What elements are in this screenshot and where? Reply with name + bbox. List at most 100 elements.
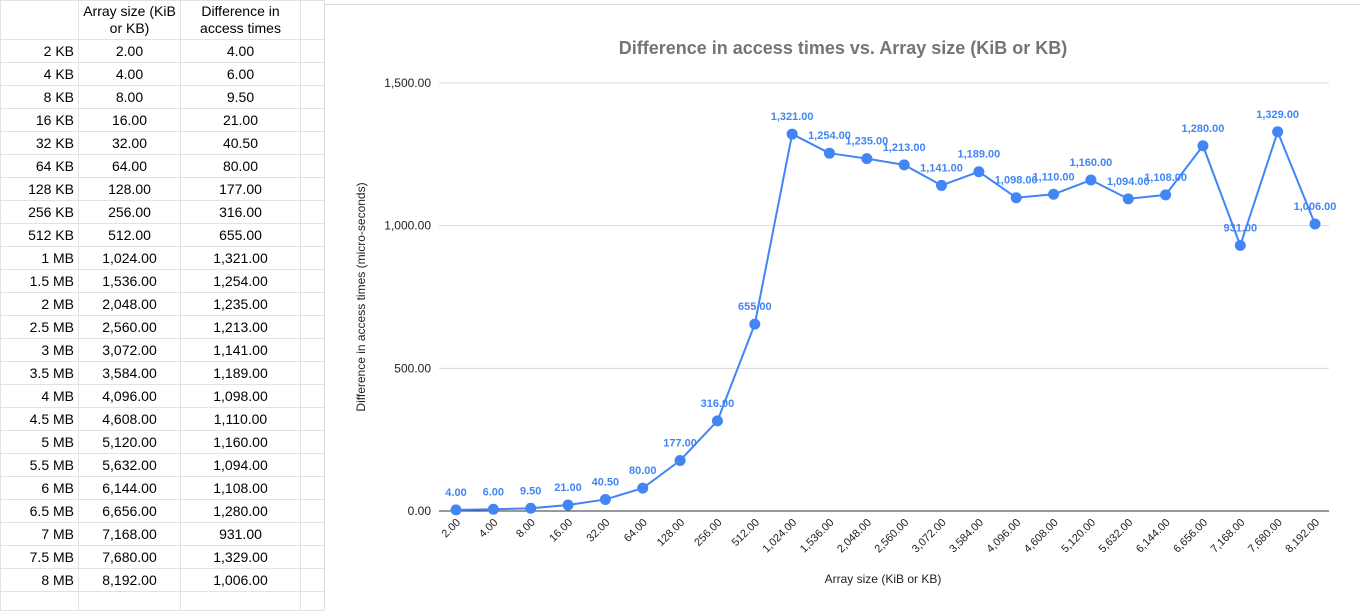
empty-cell[interactable] (300, 591, 325, 611)
array-size-cell[interactable]: 4.00 (78, 62, 181, 86)
size-label-cell[interactable]: 128 KB (0, 177, 79, 201)
difference-cell[interactable]: 4.00 (180, 39, 301, 63)
array-size-cell[interactable]: 3,584.00 (78, 361, 181, 385)
difference-cell[interactable]: 316.00 (180, 200, 301, 224)
difference-cell[interactable]: 177.00 (180, 177, 301, 201)
empty-cell[interactable] (300, 453, 325, 477)
difference-cell[interactable]: 1,280.00 (180, 499, 301, 523)
empty-cell[interactable] (300, 246, 325, 270)
empty-cell[interactable] (300, 39, 325, 63)
empty-cell[interactable] (0, 591, 79, 611)
array-size-cell[interactable]: 8,192.00 (78, 568, 181, 592)
array-size-cell[interactable]: 1,536.00 (78, 269, 181, 293)
empty-cell[interactable] (78, 591, 181, 611)
difference-cell[interactable]: 6.00 (180, 62, 301, 86)
array-size-cell[interactable]: 2,560.00 (78, 315, 181, 339)
empty-cell[interactable] (300, 131, 325, 155)
empty-cell[interactable] (300, 338, 325, 362)
difference-cell[interactable]: 1,213.00 (180, 315, 301, 339)
array-size-cell[interactable]: 5,120.00 (78, 430, 181, 454)
difference-header[interactable]: Difference in access times (180, 0, 301, 40)
difference-cell[interactable]: 1,094.00 (180, 453, 301, 477)
difference-cell[interactable]: 655.00 (180, 223, 301, 247)
difference-cell[interactable]: 1,006.00 (180, 568, 301, 592)
array-size-cell[interactable]: 4,096.00 (78, 384, 181, 408)
size-label-cell[interactable]: 512 KB (0, 223, 79, 247)
empty-cell[interactable] (300, 154, 325, 178)
array-size-cell[interactable]: 2,048.00 (78, 292, 181, 316)
size-label-cell[interactable]: 3 MB (0, 338, 79, 362)
size-label-cell[interactable]: 2 KB (0, 39, 79, 63)
difference-cell[interactable]: 1,189.00 (180, 361, 301, 385)
difference-cell[interactable]: 1,098.00 (180, 384, 301, 408)
difference-cell[interactable]: 1,108.00 (180, 476, 301, 500)
size-label-cell[interactable]: 64 KB (0, 154, 79, 178)
size-label-cell[interactable]: 7 MB (0, 522, 79, 546)
size-label-cell[interactable]: 1.5 MB (0, 269, 79, 293)
difference-cell[interactable]: 40.50 (180, 131, 301, 155)
difference-cell[interactable]: 1,321.00 (180, 246, 301, 270)
array-size-header[interactable]: Array size (KiB or KB) (78, 0, 181, 40)
size-label-cell[interactable]: 4.5 MB (0, 407, 79, 431)
difference-cell[interactable]: 1,254.00 (180, 269, 301, 293)
array-size-cell[interactable]: 8.00 (78, 85, 181, 109)
array-size-cell[interactable]: 256.00 (78, 200, 181, 224)
array-size-cell[interactable]: 4,608.00 (78, 407, 181, 431)
empty-cell[interactable] (300, 85, 325, 109)
size-label-cell[interactable]: 4 MB (0, 384, 79, 408)
size-label-cell[interactable]: 2.5 MB (0, 315, 79, 339)
size-label-cell[interactable]: 16 KB (0, 108, 79, 132)
empty-cell[interactable] (300, 108, 325, 132)
empty-cell[interactable] (180, 591, 301, 611)
size-label-cell[interactable]: 7.5 MB (0, 545, 79, 569)
size-label-cell[interactable]: 6 MB (0, 476, 79, 500)
empty-cell[interactable] (300, 315, 325, 339)
array-size-cell[interactable]: 16.00 (78, 108, 181, 132)
array-size-cell[interactable]: 512.00 (78, 223, 181, 247)
difference-cell[interactable]: 21.00 (180, 108, 301, 132)
empty-cell[interactable] (300, 522, 325, 546)
difference-cell[interactable]: 9.50 (180, 85, 301, 109)
size-label-cell[interactable]: 5 MB (0, 430, 79, 454)
array-size-cell[interactable]: 3,072.00 (78, 338, 181, 362)
array-size-cell[interactable]: 64.00 (78, 154, 181, 178)
size-label-cell[interactable]: 1 MB (0, 246, 79, 270)
size-label-cell[interactable]: 32 KB (0, 131, 79, 155)
array-size-cell[interactable]: 6,144.00 (78, 476, 181, 500)
difference-cell[interactable]: 1,235.00 (180, 292, 301, 316)
array-size-cell[interactable]: 7,168.00 (78, 522, 181, 546)
empty-cell[interactable] (300, 177, 325, 201)
array-size-cell[interactable]: 1,024.00 (78, 246, 181, 270)
array-size-cell[interactable]: 5,632.00 (78, 453, 181, 477)
empty-cell[interactable] (300, 430, 325, 454)
empty-cell[interactable] (300, 200, 325, 224)
empty-cell[interactable] (300, 361, 325, 385)
size-label-cell[interactable]: 3.5 MB (0, 361, 79, 385)
array-size-cell[interactable]: 32.00 (78, 131, 181, 155)
array-size-cell[interactable]: 6,656.00 (78, 499, 181, 523)
size-label-cell[interactable]: 5.5 MB (0, 453, 79, 477)
empty-cell[interactable] (300, 476, 325, 500)
empty-cell[interactable] (300, 0, 325, 40)
difference-cell[interactable]: 80.00 (180, 154, 301, 178)
difference-cell[interactable]: 1,160.00 (180, 430, 301, 454)
size-label-cell[interactable]: 256 KB (0, 200, 79, 224)
size-label-cell[interactable]: 6.5 MB (0, 499, 79, 523)
empty-cell[interactable] (300, 545, 325, 569)
array-size-cell[interactable]: 2.00 (78, 39, 181, 63)
empty-cell[interactable] (300, 223, 325, 247)
empty-cell[interactable] (300, 384, 325, 408)
size-label-cell[interactable]: 8 MB (0, 568, 79, 592)
empty-cell[interactable] (300, 292, 325, 316)
difference-cell[interactable]: 1,329.00 (180, 545, 301, 569)
difference-cell[interactable]: 1,110.00 (180, 407, 301, 431)
difference-cell[interactable]: 1,141.00 (180, 338, 301, 362)
array-size-cell[interactable]: 7,680.00 (78, 545, 181, 569)
empty-cell[interactable] (300, 269, 325, 293)
difference-cell[interactable]: 931.00 (180, 522, 301, 546)
line-chart[interactable]: Difference in access times vs. Array siz… (324, 4, 1360, 605)
size-label-cell[interactable]: 8 KB (0, 85, 79, 109)
row-label-header[interactable] (0, 0, 79, 40)
empty-cell[interactable] (300, 568, 325, 592)
size-label-cell[interactable]: 2 MB (0, 292, 79, 316)
